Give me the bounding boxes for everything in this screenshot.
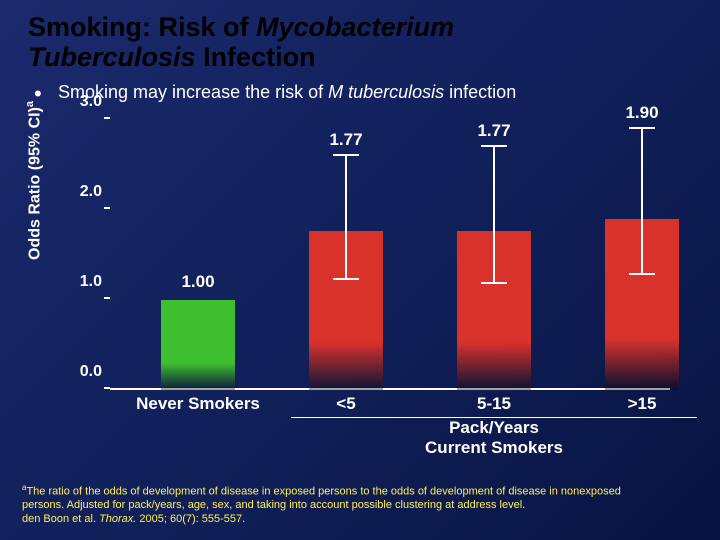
y-tick-label: 2.0 <box>62 183 102 201</box>
bar-fill <box>161 300 235 390</box>
y-tick-label: 3.0 <box>62 93 102 111</box>
citation-suffix: 2005; 60(7): 555-557. <box>136 513 245 525</box>
plot-area: 0.01.02.03.01.00Never Smokers1.77<51.775… <box>110 120 670 390</box>
title-italic-2: Tuberculosis <box>28 42 196 72</box>
error-cap <box>481 282 507 284</box>
error-bar <box>345 156 347 280</box>
error-bar <box>641 129 643 275</box>
citation-prefix: den Boon et al. <box>22 513 99 525</box>
error-cap <box>481 145 507 147</box>
error-cap <box>333 278 359 280</box>
footnote-line2: persons. Adjusted for pack/years, age, s… <box>22 499 525 511</box>
bullet-italic: M tuberculosis <box>328 82 444 102</box>
x-tick-label: Never Smokers <box>123 394 273 414</box>
error-cap <box>333 154 359 156</box>
title-prefix: Smoking: Risk of <box>28 12 256 42</box>
x-tick-label: >15 <box>567 394 717 414</box>
error-cap <box>629 273 655 275</box>
y-axis-label-text: Odds Ratio (95% CI) <box>26 107 43 260</box>
footnote-line1: The ratio of the odds of development of … <box>26 486 620 498</box>
y-tick-mark <box>104 387 110 389</box>
bar-value-label: 1.90 <box>562 103 720 123</box>
title-line-2: Tuberculosis Infection <box>28 42 692 72</box>
title-line-1: Smoking: Risk of Mycobacterium <box>28 12 692 42</box>
y-tick-mark <box>104 297 110 299</box>
y-tick-label: 1.0 <box>62 273 102 291</box>
bullet-text: Smoking may increase the risk of M tuber… <box>58 82 516 102</box>
x-tick-label: <5 <box>271 394 421 414</box>
title-italic-1: Mycobacterium <box>256 12 454 42</box>
chart: 0.01.02.03.01.00Never Smokers1.77<51.775… <box>58 120 673 420</box>
y-tick-mark <box>104 207 110 209</box>
citation-italic: Thorax. <box>99 513 136 525</box>
y-axis-label: Odds Ratio (95% CI)a <box>24 101 44 260</box>
y-tick-mark <box>104 117 110 119</box>
error-bar <box>493 147 495 284</box>
error-cap <box>629 127 655 129</box>
bar-value-label: 1.77 <box>414 121 574 141</box>
bar-value-label: 1.77 <box>266 130 426 150</box>
bar <box>161 300 235 390</box>
slide-title: Smoking: Risk of Mycobacterium Tuberculo… <box>0 0 720 76</box>
bullet-suffix: infection <box>444 82 516 102</box>
group-label-1: Pack/Years <box>449 418 539 438</box>
bar-value-label: 1.00 <box>118 272 278 292</box>
y-axis-label-sup: a <box>24 101 36 107</box>
x-tick-label: 5-15 <box>419 394 569 414</box>
bullet-item: Smoking may increase the risk of M tuber… <box>0 76 720 105</box>
footnote: aThe ratio of the odds of development of… <box>22 483 698 526</box>
group-label-2: Current Smokers <box>425 438 563 458</box>
y-tick-label: 0.0 <box>62 363 102 381</box>
title-suffix: Infection <box>196 42 316 72</box>
